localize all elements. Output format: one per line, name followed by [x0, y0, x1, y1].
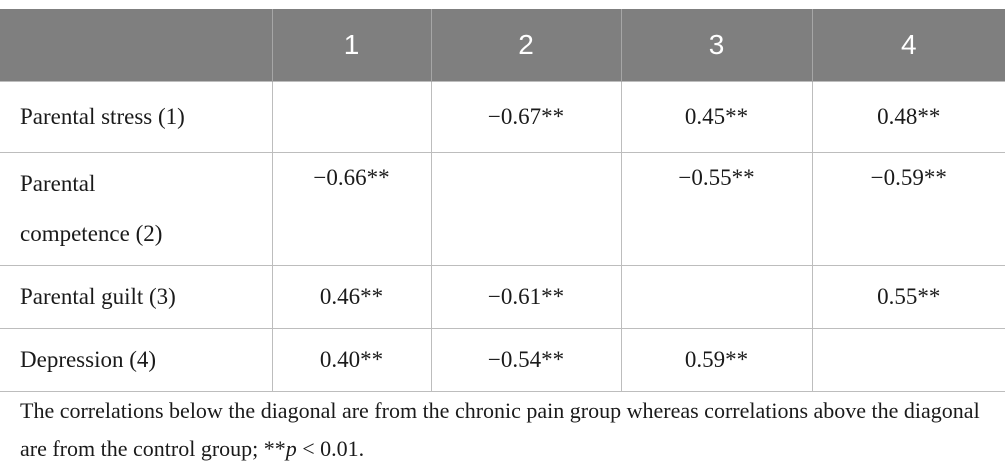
- row-label-line-1: Parental: [20, 171, 96, 196]
- table-cell: −0.54**: [430, 328, 621, 392]
- table-cell: 0.48**: [811, 81, 1005, 153]
- table-footnote: The correlations below the diagonal are …: [20, 392, 990, 468]
- table-row: Parental stress (1) −0.67** 0.45** 0.48*…: [0, 81, 1005, 153]
- table-row: Parental guilt (3) 0.46** −0.61** 0.55**: [0, 265, 1005, 329]
- row-label-line-2: competence (2): [20, 221, 163, 246]
- header-row: 1 2 3 4: [0, 9, 1005, 82]
- table-cell: [430, 152, 621, 266]
- table-cell: 0.46**: [271, 265, 431, 329]
- table-cell: −0.67**: [430, 81, 621, 153]
- header-cell-empty: [0, 9, 272, 82]
- table-cell: [271, 81, 431, 153]
- header-cell-2: 2: [430, 9, 621, 82]
- table-cell: 0.45**: [620, 81, 812, 153]
- header-cell-3: 3: [620, 9, 812, 82]
- correlation-table: 1 2 3 4 Parental stress (1) −0.67** 0.45…: [0, 9, 1005, 392]
- header-cell-1: 1: [271, 9, 431, 82]
- table-cell: [811, 328, 1005, 392]
- table-cell: [620, 265, 812, 329]
- table-cell: 0.59**: [620, 328, 812, 392]
- footnote-text-after: < 0.01.: [296, 436, 365, 461]
- table-cell: −0.59**: [811, 152, 1005, 266]
- row-label-parental-stress: Parental stress (1): [0, 81, 272, 153]
- table-cell: −0.61**: [430, 265, 621, 329]
- row-label-parental-guilt: Parental guilt (3): [0, 265, 272, 329]
- table-cell: −0.55**: [620, 152, 812, 266]
- footnote-p-symbol: p: [285, 436, 297, 461]
- footnote-text-before: The correlations below the diagonal are …: [20, 398, 980, 461]
- table-row: Parental competence (2) −0.66** −0.55** …: [0, 152, 1005, 266]
- row-label-depression: Depression (4): [0, 328, 272, 392]
- table-cell: −0.66**: [271, 152, 431, 266]
- row-label-parental-competence: Parental competence (2): [0, 152, 272, 266]
- table-cell: 0.40**: [271, 328, 431, 392]
- table-cell: 0.55**: [811, 265, 1005, 329]
- header-cell-4: 4: [811, 9, 1005, 82]
- table-row: Depression (4) 0.40** −0.54** 0.59**: [0, 328, 1005, 392]
- correlation-table-container: 1 2 3 4 Parental stress (1) −0.67** 0.45…: [0, 9, 1005, 392]
